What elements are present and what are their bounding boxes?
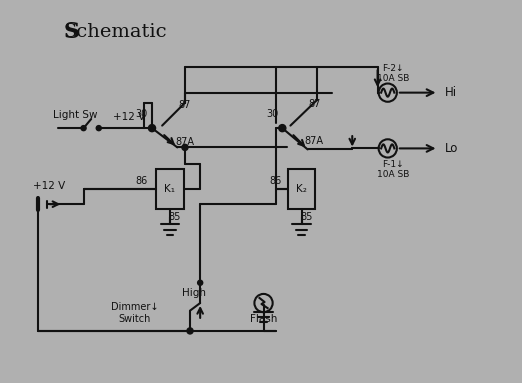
Text: +12 V: +12 V [113,112,145,122]
Text: Lo: Lo [444,142,458,155]
Circle shape [81,126,86,131]
Text: 30: 30 [136,109,148,119]
Text: Dimmer↓
Switch: Dimmer↓ Switch [111,302,158,324]
Text: F-1↓
10A SB: F-1↓ 10A SB [376,160,409,179]
Circle shape [182,144,188,151]
Text: Light Sw: Light Sw [53,110,98,121]
Circle shape [187,328,193,334]
Text: +12 V: +12 V [33,182,65,192]
Text: 86: 86 [136,176,148,187]
Text: 85: 85 [169,212,181,222]
Circle shape [279,124,286,132]
Text: 87A: 87A [175,137,195,147]
Text: 87A: 87A [305,136,324,146]
Text: S: S [63,21,79,43]
Text: F-2↓
10A SB: F-2↓ 10A SB [376,64,409,83]
Text: High: High [182,288,206,298]
Text: 87: 87 [308,99,321,109]
Circle shape [198,280,203,285]
Text: K₁: K₁ [164,184,175,194]
Text: Schematic: Schematic [63,23,167,41]
Text: 30: 30 [266,109,278,119]
Circle shape [148,124,156,132]
Text: 87: 87 [179,100,191,110]
Text: 85: 85 [301,212,313,222]
Text: Hi: Hi [445,86,457,99]
Text: 86: 86 [269,176,281,187]
Text: K₂: K₂ [296,184,307,194]
Circle shape [96,126,101,131]
Text: Flash: Flash [250,314,277,324]
